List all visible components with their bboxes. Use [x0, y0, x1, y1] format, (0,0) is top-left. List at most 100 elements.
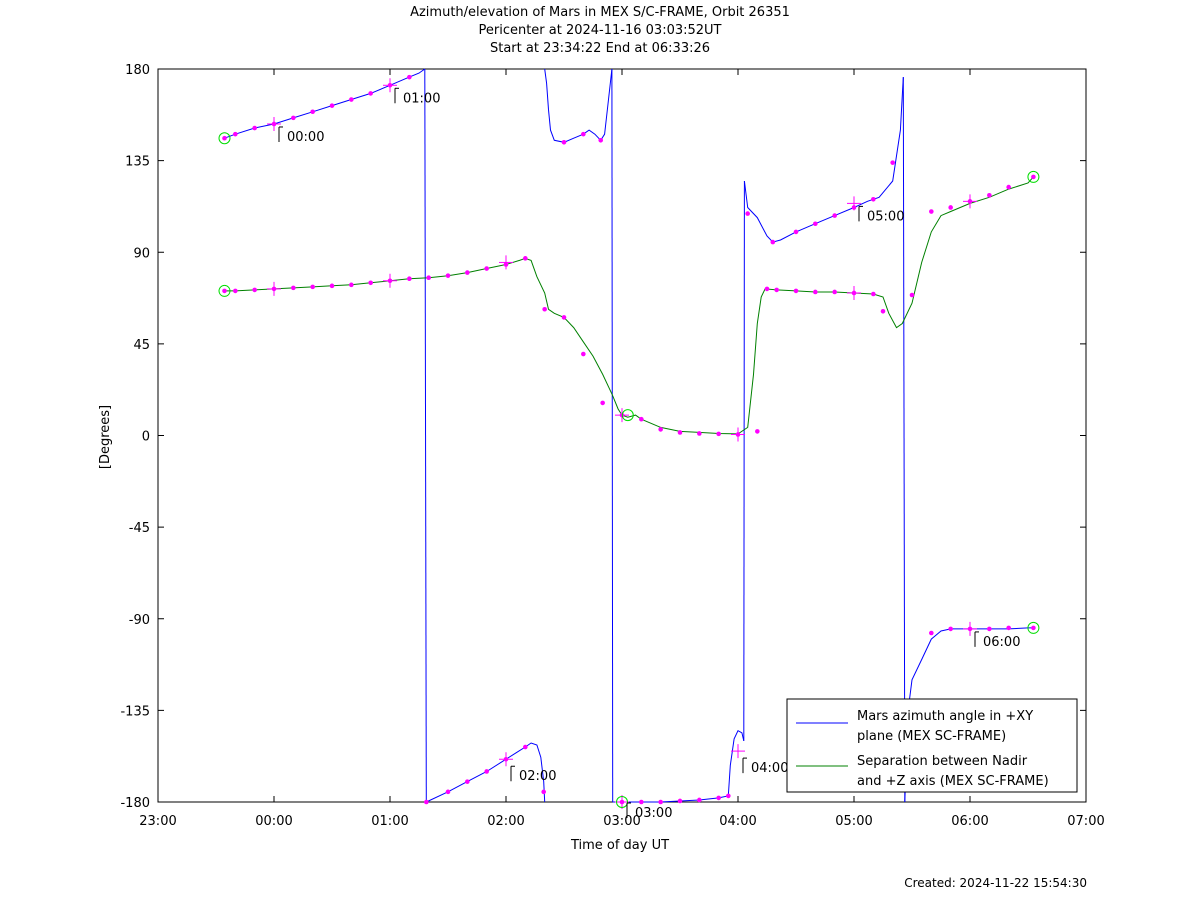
- azimuth-data-point: [716, 795, 721, 801]
- legend-label-separation-line1: Separation between Nadir: [857, 754, 1028, 769]
- azimuth-data-point: [929, 630, 934, 636]
- legend: Mars azimuth angle in +XY plane (MEX SC-…: [786, 698, 1078, 793]
- azimuth-series-line: [544, 68, 613, 143]
- separation-data-point: [639, 416, 644, 422]
- hour-annotation-label: 05:00: [867, 209, 904, 224]
- azimuth-endpoint-circle: [218, 132, 231, 145]
- separation-data-point: [222, 288, 227, 294]
- x-tick-label: 06:00: [951, 814, 988, 829]
- separation-data-point: [1006, 184, 1011, 190]
- separation-endpoint-circle: [1027, 170, 1040, 183]
- separation-data-point: [349, 282, 354, 288]
- y-tick-label: -45: [129, 521, 150, 536]
- separation-data-point: [871, 291, 876, 297]
- separation-data-point: [929, 209, 934, 214]
- hour-annotation-label: 00:00: [287, 130, 324, 145]
- separation-data-point: [233, 288, 238, 294]
- azimuth-data-point: [1006, 625, 1011, 631]
- separation-data-point: [774, 287, 779, 293]
- legend-box: [786, 698, 1078, 793]
- hour-annotation-label: 03:00: [635, 806, 672, 821]
- azimuth-data-point: [541, 789, 546, 795]
- azimuth-data-point: [677, 798, 683, 804]
- azimuth-data-point: [639, 799, 644, 805]
- separation-data-point: [832, 289, 837, 295]
- azimuth-data-point: [948, 626, 953, 632]
- marker-layer: 00:00 01:00 02:00 03:00 04:00 05:00 06:00: [218, 74, 1040, 821]
- hour-annotation-label: 01:00: [403, 91, 440, 106]
- azimuth-series-line: [743, 180, 745, 741]
- chart-subtitle-pericenter: Pericenter at 2024-11-16 03:03:52UT: [478, 23, 722, 38]
- created-timestamp: Created: 2024-11-22 15:54:30: [904, 876, 1087, 890]
- azimuth-data-point: [222, 135, 227, 141]
- y-tick-label: -90: [129, 613, 150, 628]
- azimuth-data-point: [465, 779, 470, 784]
- separation-data-point: [658, 427, 663, 432]
- azimuth-data-point: [832, 213, 837, 218]
- azimuth-data-point: [813, 221, 818, 227]
- azimuth-endpoint-circle: [1027, 621, 1040, 634]
- separation-data-point: [426, 275, 431, 281]
- separation-data-point: [909, 292, 915, 298]
- separation-data-point: [716, 431, 721, 437]
- hour-annotation-label: 04:00: [751, 761, 788, 776]
- separation-series-line: [224, 176, 1034, 435]
- separation-data-point: [484, 266, 489, 271]
- azimuth-series-line: [424, 68, 427, 803]
- azimuth-series-line: [612, 730, 745, 803]
- azimuth-data-point: [368, 91, 373, 96]
- separation-data-point: [793, 288, 799, 294]
- y-tick-label: 180: [125, 63, 150, 78]
- azimuth-data-point: [793, 229, 799, 235]
- y-tick-label: -135: [120, 704, 150, 719]
- separation-data-point: [407, 276, 412, 282]
- azimuth-endpoint-circle: [616, 796, 628, 808]
- y-tick-label: 135: [125, 155, 150, 170]
- azimuth-series-line: [904, 627, 1034, 803]
- azimuth-series-line: [426, 742, 546, 803]
- separation-data-point: [561, 315, 567, 320]
- x-tick-label: 02:00: [487, 814, 524, 829]
- y-tick-label: 0: [142, 430, 150, 445]
- azimuth-data-point: [658, 799, 663, 805]
- separation-data-point: [310, 284, 315, 290]
- hour-annotation-label: 06:00: [983, 635, 1020, 650]
- azimuth-data-point: [445, 789, 451, 795]
- legend-label-separation-line2: and +Z axis (MEX SC-FRAME): [857, 774, 1049, 789]
- azimuth-data-point: [770, 239, 776, 245]
- azimuth-data-point: [561, 140, 567, 145]
- azimuth-data-point: [310, 109, 315, 115]
- separation-data-point: [445, 273, 451, 278]
- azimuth-data-point: [581, 131, 586, 137]
- separation-data-point: [600, 400, 605, 406]
- hour-annotation-label: 02:00: [519, 769, 556, 784]
- azimuth-data-point: [598, 137, 604, 143]
- x-axis-label: Time of day UT: [570, 838, 669, 853]
- separation-data-point: [1031, 174, 1036, 180]
- azimuth-data-point: [890, 160, 895, 165]
- azimuth-data-point: [697, 797, 702, 803]
- azimuth-series-line: [902, 77, 906, 803]
- y-axis-label: [Degrees]: [98, 405, 113, 469]
- separation-data-point: [880, 308, 886, 314]
- separation-data-point: [329, 283, 335, 289]
- axes-layer: 23:00 00:00 01:00 02:00 03:00 04:00 05:00 06:00…: [120, 63, 1104, 829]
- separation-endpoint-circle: [621, 409, 634, 422]
- legend-label-azimuth-line2: plane (MEX SC-FRAME): [857, 729, 1006, 744]
- azimuth-data-point: [726, 793, 731, 799]
- azimuth-data-point: [424, 799, 429, 805]
- azimuth-data-point: [523, 744, 528, 750]
- separation-data-point: [368, 280, 373, 286]
- separation-data-point: [291, 285, 296, 291]
- separation-data-point: [523, 256, 528, 261]
- azimuth-data-point: [349, 97, 354, 102]
- separation-data-point: [465, 270, 470, 275]
- separation-data-point: [755, 429, 760, 434]
- azimuth-data-point: [871, 197, 876, 202]
- azimuth-data-point: [291, 115, 296, 121]
- azimuth-series-line: [611, 68, 614, 803]
- separation-data-point: [252, 287, 257, 293]
- separation-data-point: [697, 431, 702, 436]
- separation-data-point: [581, 351, 586, 357]
